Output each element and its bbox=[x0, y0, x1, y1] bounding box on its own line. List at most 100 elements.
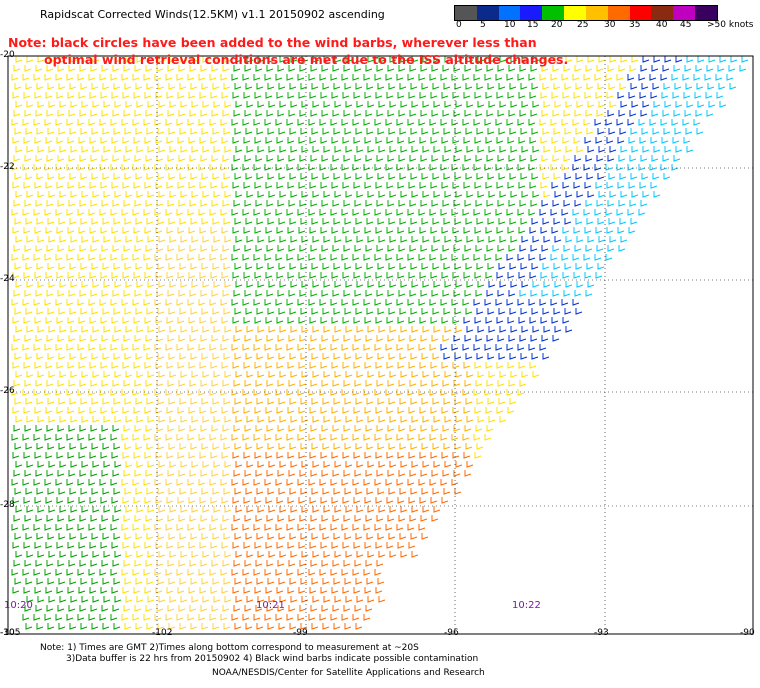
wind-barb bbox=[473, 389, 481, 396]
wind-barb bbox=[180, 191, 188, 198]
wind-barb bbox=[429, 389, 437, 396]
wind-barb bbox=[308, 254, 316, 261]
wind-barb bbox=[169, 371, 177, 378]
wind-barb bbox=[47, 218, 55, 225]
wind-barb bbox=[44, 74, 52, 81]
wind-barb bbox=[466, 146, 474, 153]
wind-barb bbox=[517, 299, 525, 306]
wind-barb bbox=[133, 497, 141, 504]
wind-barb bbox=[308, 164, 316, 171]
wind-barb bbox=[268, 56, 276, 63]
wind-barb bbox=[112, 515, 120, 522]
wind-barb bbox=[222, 425, 230, 432]
wind-barb bbox=[443, 173, 451, 180]
wind-barb bbox=[454, 263, 462, 270]
wind-barb bbox=[386, 272, 394, 279]
wind-barb bbox=[55, 434, 63, 441]
wind-barb bbox=[499, 371, 507, 378]
wind-barb bbox=[330, 614, 338, 621]
wind-barb bbox=[352, 254, 360, 261]
wind-barb bbox=[517, 389, 525, 396]
wind-barb bbox=[26, 236, 34, 243]
wind-barb bbox=[388, 353, 396, 360]
wind-barb bbox=[26, 461, 34, 468]
wind-barb bbox=[629, 155, 637, 162]
wind-barb bbox=[487, 173, 495, 180]
wind-barb bbox=[211, 290, 219, 297]
wind-barb bbox=[300, 443, 308, 450]
wind-barb bbox=[598, 191, 606, 198]
wind-barb bbox=[34, 317, 42, 324]
wind-barb bbox=[343, 425, 351, 432]
wind-barb bbox=[224, 281, 232, 288]
wind-barb bbox=[67, 452, 75, 459]
wind-barb bbox=[209, 389, 217, 396]
wind-barb bbox=[705, 92, 713, 99]
wind-barb bbox=[188, 407, 196, 414]
wind-barb bbox=[143, 479, 151, 486]
wind-barb bbox=[111, 182, 119, 189]
wind-barb bbox=[70, 551, 78, 558]
wind-barb bbox=[190, 173, 198, 180]
wind-barb bbox=[277, 335, 285, 342]
wind-barb bbox=[474, 317, 482, 324]
wind-barb bbox=[508, 290, 516, 297]
wind-barb bbox=[319, 119, 327, 126]
wind-barb bbox=[355, 353, 363, 360]
wind-barb bbox=[464, 65, 472, 72]
wind-barb bbox=[45, 137, 53, 144]
wind-barb bbox=[297, 389, 305, 396]
wind-barb bbox=[47, 263, 55, 270]
wind-barb bbox=[726, 74, 734, 81]
wind-barb bbox=[389, 101, 397, 108]
wind-barb bbox=[286, 389, 294, 396]
wind-barb bbox=[37, 461, 45, 468]
wind-barb bbox=[376, 200, 384, 207]
wind-barb bbox=[510, 101, 518, 108]
wind-barb bbox=[242, 254, 250, 261]
wind-barb bbox=[121, 254, 129, 261]
wind-barb bbox=[420, 425, 428, 432]
wind-barb bbox=[443, 128, 451, 135]
wind-barb bbox=[550, 74, 558, 81]
wind-barb bbox=[653, 191, 661, 198]
wind-barb bbox=[48, 371, 56, 378]
wind-barb bbox=[88, 614, 96, 621]
wind-barb bbox=[101, 560, 109, 567]
wind-barb bbox=[661, 92, 669, 99]
wind-barb bbox=[154, 299, 162, 306]
wind-barb bbox=[400, 146, 408, 153]
wind-barb bbox=[517, 164, 525, 171]
wind-barb bbox=[440, 209, 448, 216]
wind-barb bbox=[191, 236, 199, 243]
wind-barb bbox=[660, 164, 668, 171]
wind-barb bbox=[88, 344, 96, 351]
wind-barb bbox=[564, 218, 572, 225]
wind-barb bbox=[165, 254, 173, 261]
wind-barb bbox=[213, 101, 221, 108]
wind-barb bbox=[341, 209, 349, 216]
wind-barb bbox=[730, 56, 738, 63]
wind-barb bbox=[320, 272, 328, 279]
wind-barb bbox=[24, 425, 32, 432]
wind-barb bbox=[143, 434, 151, 441]
wind-barb bbox=[254, 317, 262, 324]
wind-barb bbox=[476, 173, 484, 180]
wind-barb bbox=[155, 92, 163, 99]
wind-barb bbox=[265, 182, 273, 189]
wind-barb bbox=[464, 380, 472, 387]
wind-barb bbox=[189, 110, 197, 117]
wind-barb bbox=[133, 542, 141, 549]
wind-barb bbox=[22, 389, 30, 396]
wind-barb bbox=[99, 299, 107, 306]
wind-barb bbox=[122, 452, 130, 459]
wind-barb bbox=[276, 182, 284, 189]
wind-barb bbox=[254, 137, 262, 144]
wind-barb bbox=[68, 65, 76, 72]
wind-barb bbox=[386, 542, 394, 549]
wind-barb bbox=[398, 155, 406, 162]
wind-barb bbox=[400, 236, 408, 243]
wind-barb bbox=[88, 164, 96, 171]
wind-barb bbox=[389, 551, 397, 558]
wind-barb bbox=[80, 308, 88, 315]
